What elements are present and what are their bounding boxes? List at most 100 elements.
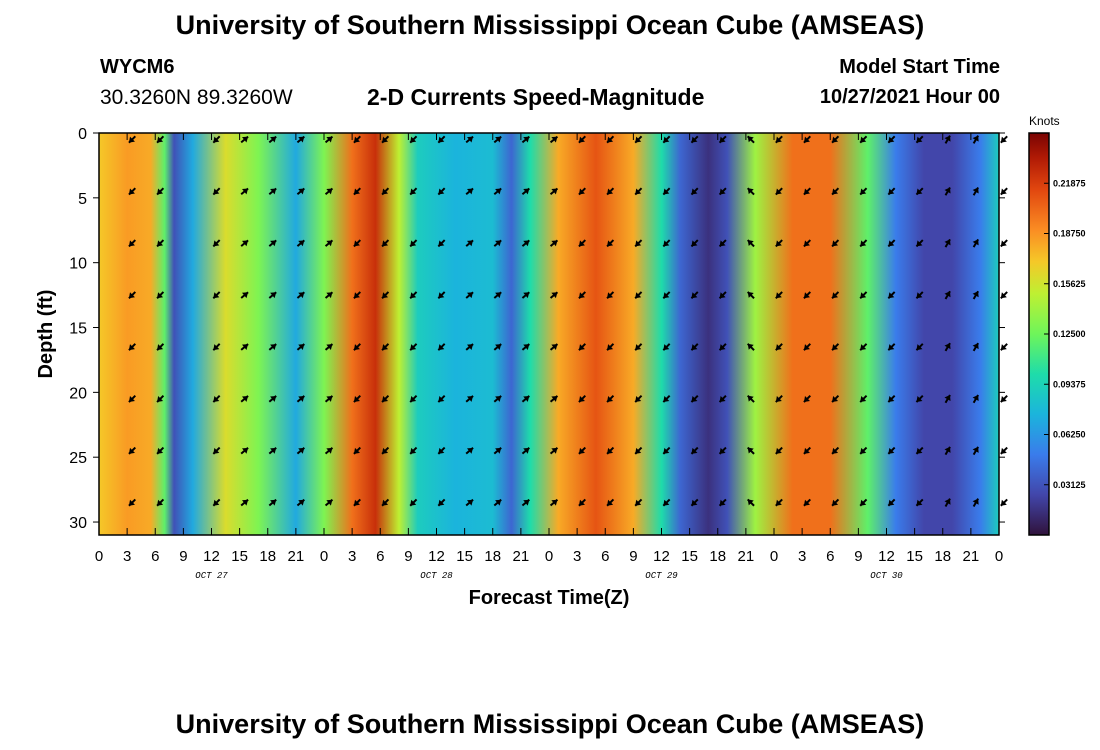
vector-head [326, 292, 333, 299]
current-vector [1000, 343, 1008, 351]
vector-head [157, 447, 164, 454]
vector-head [888, 240, 895, 247]
current-vector [128, 394, 137, 403]
current-vector [324, 187, 334, 196]
current-vector [549, 239, 559, 247]
current-vector [662, 446, 671, 455]
vector-head [663, 396, 670, 403]
x-tick-label: 21 [513, 548, 530, 565]
current-vector [887, 394, 896, 403]
current-vector [465, 291, 474, 299]
current-vector [493, 187, 502, 196]
x-tick-label: 6 [826, 548, 834, 565]
vector-head [438, 344, 445, 351]
current-vector [915, 498, 924, 507]
current-vector [746, 446, 755, 455]
current-vector [493, 395, 502, 403]
current-vector [831, 291, 840, 299]
current-vector [578, 135, 587, 144]
vector-head [916, 292, 923, 299]
current-vector [662, 135, 671, 144]
x-tick-label: 12 [428, 548, 445, 565]
x-date-label: OCT 30 [870, 571, 903, 581]
current-vector [690, 394, 699, 403]
vector-head [832, 396, 839, 403]
current-vector [1000, 446, 1008, 455]
vector-head [888, 136, 895, 143]
current-vector [549, 498, 559, 507]
vector-head [803, 396, 810, 403]
vector-head [382, 240, 389, 247]
x-tick-label: 12 [653, 548, 670, 565]
vector-head [241, 447, 249, 454]
vector-head [944, 135, 951, 142]
x-tick-label: 12 [203, 548, 220, 565]
x-tick-label: 6 [601, 548, 609, 565]
x-tick-label: 15 [681, 548, 698, 565]
vector-head [353, 188, 360, 195]
current-vector [972, 290, 979, 300]
current-vector [944, 498, 951, 507]
vector-head [944, 187, 951, 194]
vector-head [128, 344, 135, 351]
vector-head [298, 136, 305, 143]
current-vector [353, 135, 362, 144]
vector-head [747, 343, 754, 350]
colorbar-tick-label: 0.09375 [1053, 379, 1086, 389]
vector-head [747, 395, 754, 402]
vector-head [410, 292, 417, 299]
x-tick-label: 18 [484, 548, 501, 565]
current-vector [409, 498, 418, 507]
current-vector [775, 498, 783, 507]
vector-head [578, 499, 585, 506]
current-vector [831, 239, 840, 248]
current-vector [690, 343, 699, 351]
current-vector [944, 238, 951, 248]
current-vector [268, 498, 277, 507]
current-vector [634, 187, 643, 196]
current-vector [437, 498, 446, 507]
current-vector [240, 239, 249, 247]
y-tick-label: 5 [78, 191, 87, 208]
current-vector [972, 446, 979, 456]
current-vector [831, 446, 840, 455]
current-vector [887, 187, 896, 196]
vector-head [382, 396, 389, 403]
current-vector [156, 446, 165, 455]
current-vector [296, 498, 305, 507]
current-vector [887, 498, 896, 507]
vector-head [270, 344, 277, 350]
vector-head [803, 188, 810, 195]
current-vector [831, 187, 840, 196]
vector-head [888, 188, 895, 195]
current-vector [718, 291, 727, 299]
vector-head [551, 395, 558, 402]
vector-head [438, 292, 445, 299]
vector-head [635, 240, 642, 247]
current-vector [268, 239, 277, 247]
vector-head [353, 344, 360, 351]
current-vector [156, 498, 165, 507]
vector-head [241, 344, 249, 350]
x-tick-label: 18 [934, 548, 951, 565]
current-vector [606, 394, 615, 403]
current-vector [803, 239, 812, 248]
vector-head [157, 396, 164, 403]
current-vector [746, 291, 755, 299]
current-vector [212, 394, 221, 403]
vector-head [803, 240, 810, 247]
vector-head [410, 499, 417, 506]
current-vector [775, 291, 783, 299]
current-vector [353, 446, 362, 455]
vector-head [916, 447, 923, 454]
vector-head [326, 136, 333, 143]
current-vector [859, 394, 868, 403]
vector-head [353, 396, 360, 403]
vector-head [551, 499, 558, 506]
vector-head [832, 344, 839, 351]
current-vector [437, 135, 446, 144]
x-tick-label: 3 [348, 548, 356, 565]
current-vector [915, 343, 924, 351]
current-vector [1000, 394, 1008, 403]
vector-head [860, 447, 867, 454]
